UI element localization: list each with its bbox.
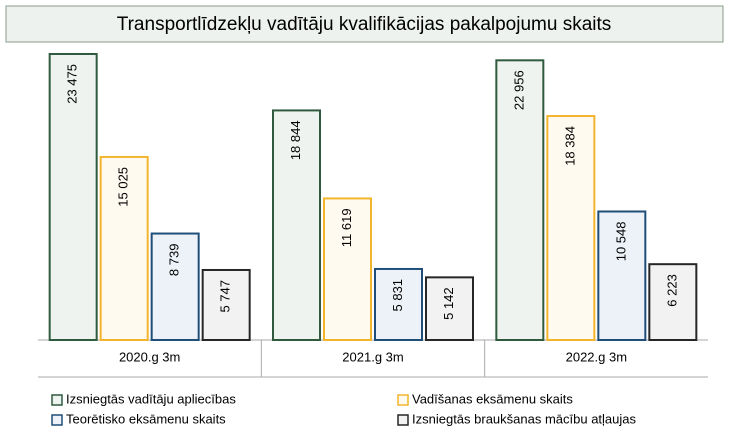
x-tick-label: 2022.g 3m [566,349,627,364]
legend-label: Izsniegtās vadītāju apliecības [66,391,236,406]
bar [648,263,698,341]
bar [495,59,545,342]
x-tick-label: 2020.g 3m [119,349,180,364]
value-label: 22 956 [511,70,526,110]
value-label: 6 223 [664,274,679,307]
value-label: 18 844 [288,120,303,160]
value-label: 5 142 [441,287,456,320]
bar [48,53,98,341]
value-label: 23 475 [65,64,80,104]
legend-swatch [397,394,409,406]
value-label: 18 384 [562,126,577,166]
value-label: 5 747 [218,280,233,313]
bar [546,115,596,341]
bar [99,155,149,341]
legend-label: Teorētisko eksāmenu skaits [66,411,226,426]
x-tick-label: 2021.g 3m [342,349,403,364]
bar [150,232,200,342]
legend-label: Vadīšanas eksāmenu skaits [412,391,573,406]
legend-swatch [397,414,409,426]
value-label: 8 739 [167,244,182,277]
bar [201,268,251,342]
title-box [5,5,724,43]
value-label: 15 025 [116,167,131,207]
bar [323,197,372,341]
value-label: 11 619 [339,208,354,247]
bar [597,210,647,341]
bar [272,109,321,342]
bar [374,267,423,341]
chart-title: Transportlīdzekļu vadītāju kvalifikācija… [117,14,612,35]
bar [425,276,474,342]
legend-swatch [51,414,63,426]
value-label: 10 548 [613,221,628,261]
legend-label: Izsniegtās braukšanas mācību atļaujas [412,411,637,426]
value-label: 5 831 [390,279,405,312]
legend-swatch [51,394,63,406]
